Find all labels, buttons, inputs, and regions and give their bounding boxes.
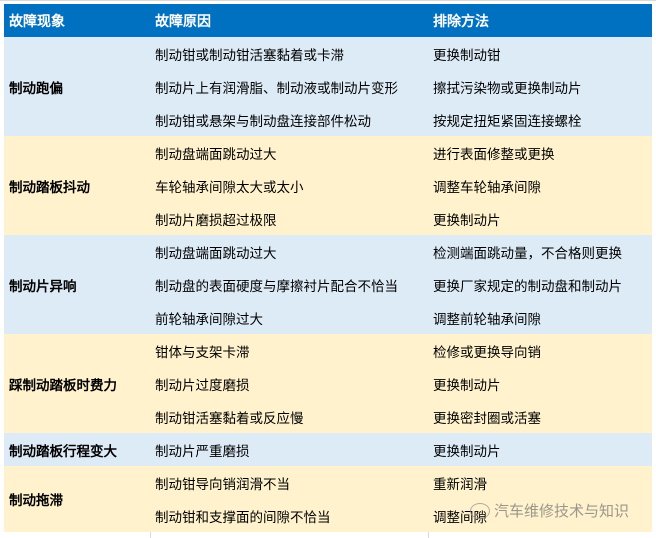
cause-cell: 制动钳或制动钳活塞黏着或卡滞 <box>150 37 428 70</box>
table-row: 制动踏板抖动 制动盘端面跳动过大 进行表面修整或更换 <box>4 136 652 235</box>
table-row: 制动钳活塞黏着或反应慢 更换密封圈或活塞 <box>4 400 652 433</box>
cause-cell: 制动片上有润滑脂、制动液或制动片变形 <box>150 70 428 103</box>
table-row: 制动拖滞 制动钳导向销润滑不当 重新润滑 <box>4 466 652 532</box>
table-row: 制动钳或悬架与制动盘连接部件松动 按规定扭矩紧固连接螺栓 <box>4 103 652 136</box>
cause-cell: 制动盘的表面硬度与摩擦衬片配合不恰当 <box>150 268 428 301</box>
remedy-cell: 调整前轮轴承间隙 <box>428 301 652 334</box>
cause-cell: 制动片磨损超过极限 <box>150 202 428 235</box>
cause-cell: 制动盘端面跳动过大 <box>150 136 428 169</box>
watermark: 汽车维修技术与知识 <box>470 500 629 521</box>
symptom-cell: 制动跑偏 <box>4 37 150 136</box>
symptom-cell: 踩制动踏板时费力 <box>4 334 150 433</box>
table-row: 车轮轴承间隙太大或太小 调整车轮轴承间隙 <box>4 169 652 202</box>
cause-cell: 钳体与支架卡滞 <box>150 334 428 367</box>
header-symptom: 故障现象 <box>4 4 150 37</box>
header-cause: 故障原因 <box>150 4 428 37</box>
table-row: 前轮轴承间隙过大 调整前轮轴承间隙 <box>4 301 652 334</box>
remedy-cell: 检测端面跳动量，不合格则更换 <box>428 235 652 268</box>
table-row: 制动钳和支撑面的间隙不恰当 调整间隙 <box>4 499 652 532</box>
table-row: 制动片过度磨损 更换制动片 <box>4 367 652 400</box>
cause-cell: 制动片过度磨损 <box>150 367 428 400</box>
symptom-cell: 制动拖滞 <box>4 466 150 532</box>
table-row: 制动盘的表面硬度与摩擦衬片配合不恰当 更换厂家规定的制动盘和制动片 <box>4 268 652 301</box>
watermark-text: 汽车维修技术与知识 <box>494 502 630 520</box>
remedy-cell: 更换制动片 <box>428 433 652 466</box>
remedy-cell: 擦拭污染物或更换制动片 <box>428 70 652 103</box>
remedy-cell: 更换制动片 <box>428 367 652 400</box>
symptom-cell: 制动片异响 <box>4 235 150 334</box>
remedy-cell: 更换密封圈或活塞 <box>428 400 652 433</box>
table-row: 制动片磨损超过极限 更换制动片 <box>4 202 652 235</box>
cause-cell: 前轮轴承间隙过大 <box>150 301 428 334</box>
cause-cell: 制动片严重磨损 <box>150 433 428 466</box>
header-row: 故障现象 故障原因 排除方法 <box>4 4 652 37</box>
remedy-cell: 更换制动片 <box>428 202 652 235</box>
remedy-cell: 按规定扭矩紧固连接螺栓 <box>428 103 652 136</box>
brake-fault-table: 故障现象 故障原因 排除方法 制动跑偏 制动钳或制动钳活塞黏着或卡滞 更换制动钳 制动… <box>4 4 652 532</box>
header-remedy: 排除方法 <box>428 4 652 37</box>
remedy-cell: 进行表面修整或更换 <box>428 136 652 169</box>
symptom-cell: 制动踏板抖动 <box>4 136 150 235</box>
table-row: 制动跑偏 制动钳或制动钳活塞黏着或卡滞 更换制动钳 <box>4 37 652 136</box>
table-row: 制动踏板行程变大 制动片严重磨损 更换制动片 <box>4 433 652 466</box>
cause-cell: 制动钳导向销润滑不当 <box>150 466 428 499</box>
remedy-cell: 调整间隙 <box>428 499 652 532</box>
table-row: 制动片上有润滑脂、制动液或制动片变形 擦拭污染物或更换制动片 <box>4 70 652 103</box>
cause-cell: 制动钳活塞黏着或反应慢 <box>150 400 428 433</box>
remedy-cell: 更换制动钳 <box>428 37 652 70</box>
remedy-cell: 重新润滑 <box>428 466 652 499</box>
remedy-cell: 调整车轮轴承间隙 <box>428 169 652 202</box>
table-row: 踩制动踏板时费力 钳体与支架卡滞 检修或更换导向销 <box>4 334 652 433</box>
wechat-icon <box>470 502 490 519</box>
table-row: 制动片异响 制动盘端面跳动过大 检测端面跳动量，不合格则更换 <box>4 235 652 334</box>
cause-cell: 制动钳和支撑面的间隙不恰当 <box>150 499 428 532</box>
cause-cell: 制动盘端面跳动过大 <box>150 235 428 268</box>
cause-cell: 制动钳或悬架与制动盘连接部件松动 <box>150 103 428 136</box>
remedy-cell: 更换厂家规定的制动盘和制动片 <box>428 268 652 301</box>
symptom-cell: 制动踏板行程变大 <box>4 433 150 466</box>
cause-cell: 车轮轴承间隙太大或太小 <box>150 169 428 202</box>
remedy-cell: 检修或更换导向销 <box>428 334 652 367</box>
